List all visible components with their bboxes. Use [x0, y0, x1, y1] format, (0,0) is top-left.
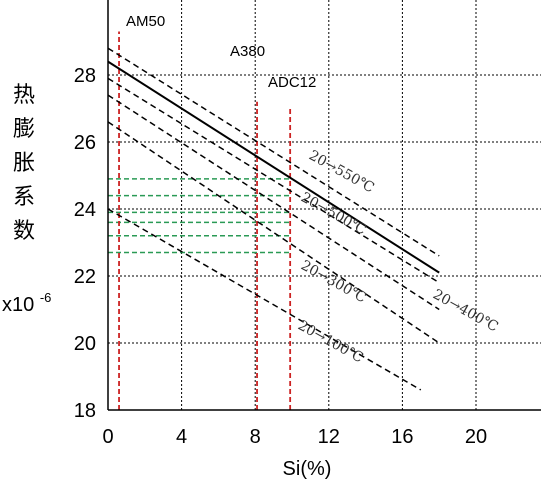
series-line [107, 121, 440, 344]
temperature-label: 20→400℃ [430, 287, 501, 336]
text-labels: Si(%) 热 膨 胀 系 数 x10 -6 [2, 83, 331, 480]
axes [107, 0, 541, 411]
series-line [107, 47, 440, 257]
x-tick-label: 0 [102, 426, 113, 448]
y-label-char-2: 膨 [13, 117, 35, 142]
x-tick-label: 20 [465, 426, 487, 448]
grid-layer [108, 0, 541, 410]
series-lines [107, 47, 440, 391]
x-tick-label: 12 [318, 426, 340, 448]
x-tick-label: 8 [250, 426, 261, 448]
series-line [107, 77, 440, 284]
y-tick-label: 18 [74, 400, 96, 422]
y-tick-label: 24 [74, 199, 96, 221]
y-unit-base: x10 [2, 294, 34, 316]
y-unit-exponent: -6 [40, 290, 52, 305]
x-tick-label: 16 [391, 426, 413, 448]
tick-labels: 0 4 8 12 16 20 18 20 22 24 26 28 [74, 65, 487, 448]
y-tick-label: 22 [74, 266, 96, 288]
x-tick-label: 4 [176, 426, 187, 448]
y-tick-label: 28 [74, 65, 96, 87]
temperature-label: 20→300℃ [298, 258, 369, 307]
alloy-lines [118, 31, 292, 410]
x-axis-label: Si(%) [283, 458, 332, 480]
temperature-label: 20→500℃ [298, 190, 369, 239]
y-tick-label: 20 [74, 333, 96, 355]
temperature-label: 20→550℃ [306, 148, 377, 197]
series-line [107, 208, 422, 391]
series-line [107, 60, 440, 274]
alloy-label: A380 [230, 43, 265, 60]
y-tick-label: 26 [74, 132, 96, 154]
alloy-label: ADC12 [268, 74, 316, 91]
y-label-char-4: 系 [13, 185, 35, 210]
y-unit-label: x10 -6 [2, 290, 51, 316]
temperature-label: 20→100℃ [295, 318, 366, 367]
y-label-char-1: 热 [13, 83, 35, 108]
y-label-char-3: 胀 [13, 151, 35, 176]
y-label-char-5: 数 [13, 219, 35, 244]
alloy-label: AM50 [126, 13, 165, 30]
series-line [107, 94, 440, 311]
guide-lines [108, 178, 292, 254]
